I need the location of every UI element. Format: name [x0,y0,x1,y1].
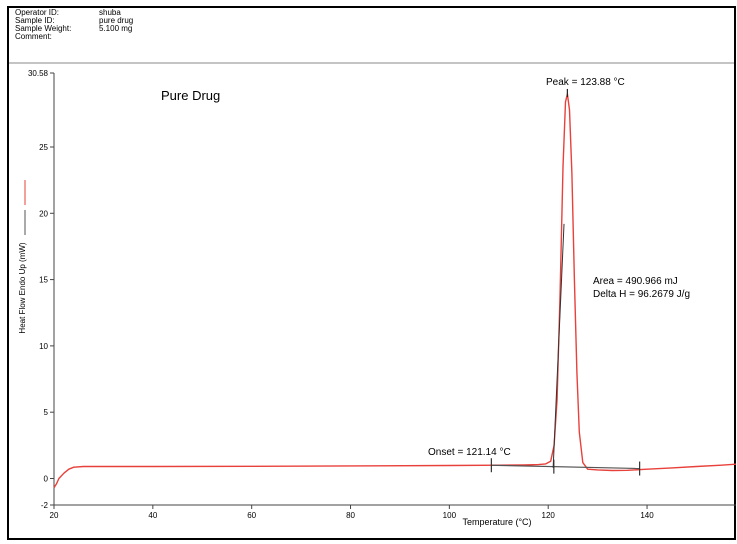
sample-weight-value: 5.100 mg [99,24,133,33]
onset-annotation: Onset = 121.14 °C [428,447,511,458]
y-tick-label: 15 [39,276,48,285]
sample-id-label: Sample ID: [15,16,55,25]
y-tick-label: 5 [44,408,49,417]
x-axis-label: Temperature (°C) [462,517,531,527]
y-tick-label: -2 [41,501,49,510]
comment-label: Comment: [15,32,52,41]
operator-id-value: shuba [99,8,121,17]
y-tick-label: 20 [39,209,48,218]
y-tick-label: 10 [39,342,48,351]
y-tick-label: 0 [44,474,49,483]
area-annotation: Area = 490.966 mJ [593,276,678,287]
chart-frame [7,6,736,540]
integration-baseline [491,464,640,470]
chart-title: Pure Drug [161,88,220,103]
sample-info-header: Operator ID: shuba Sample ID: pure drug … [15,9,175,57]
x-tick-label: 60 [247,511,256,520]
operator-id-label: Operator ID: [15,8,60,17]
x-tick-label: 80 [346,511,355,520]
x-tick-label: 20 [50,511,59,520]
peak-annotation: Peak = 123.88 °C [546,77,625,88]
y-axis-label: Heat Flow Endo Up (mW) [18,242,27,333]
x-tick-label: 40 [148,511,157,520]
y-tick-label: 25 [39,143,48,152]
tick-marks: 20 40 60 80 100 120 140 30.58 25 20 15 10 5 0 -2 [28,69,654,520]
onset-tangent [552,223,565,468]
sample-id-value: pure drug [99,16,134,25]
sample-weight-label: Sample Weight: [15,24,72,33]
axes [53,73,736,506]
x-tick-label: 140 [640,511,654,520]
delta-h-annotation: Delta H = 96.2679 J/g [593,289,690,300]
y-tick-label: 30.58 [28,69,49,78]
x-tick-label: 100 [443,511,457,520]
x-tick-label: 120 [542,511,556,520]
annotations-layer [24,88,641,476]
